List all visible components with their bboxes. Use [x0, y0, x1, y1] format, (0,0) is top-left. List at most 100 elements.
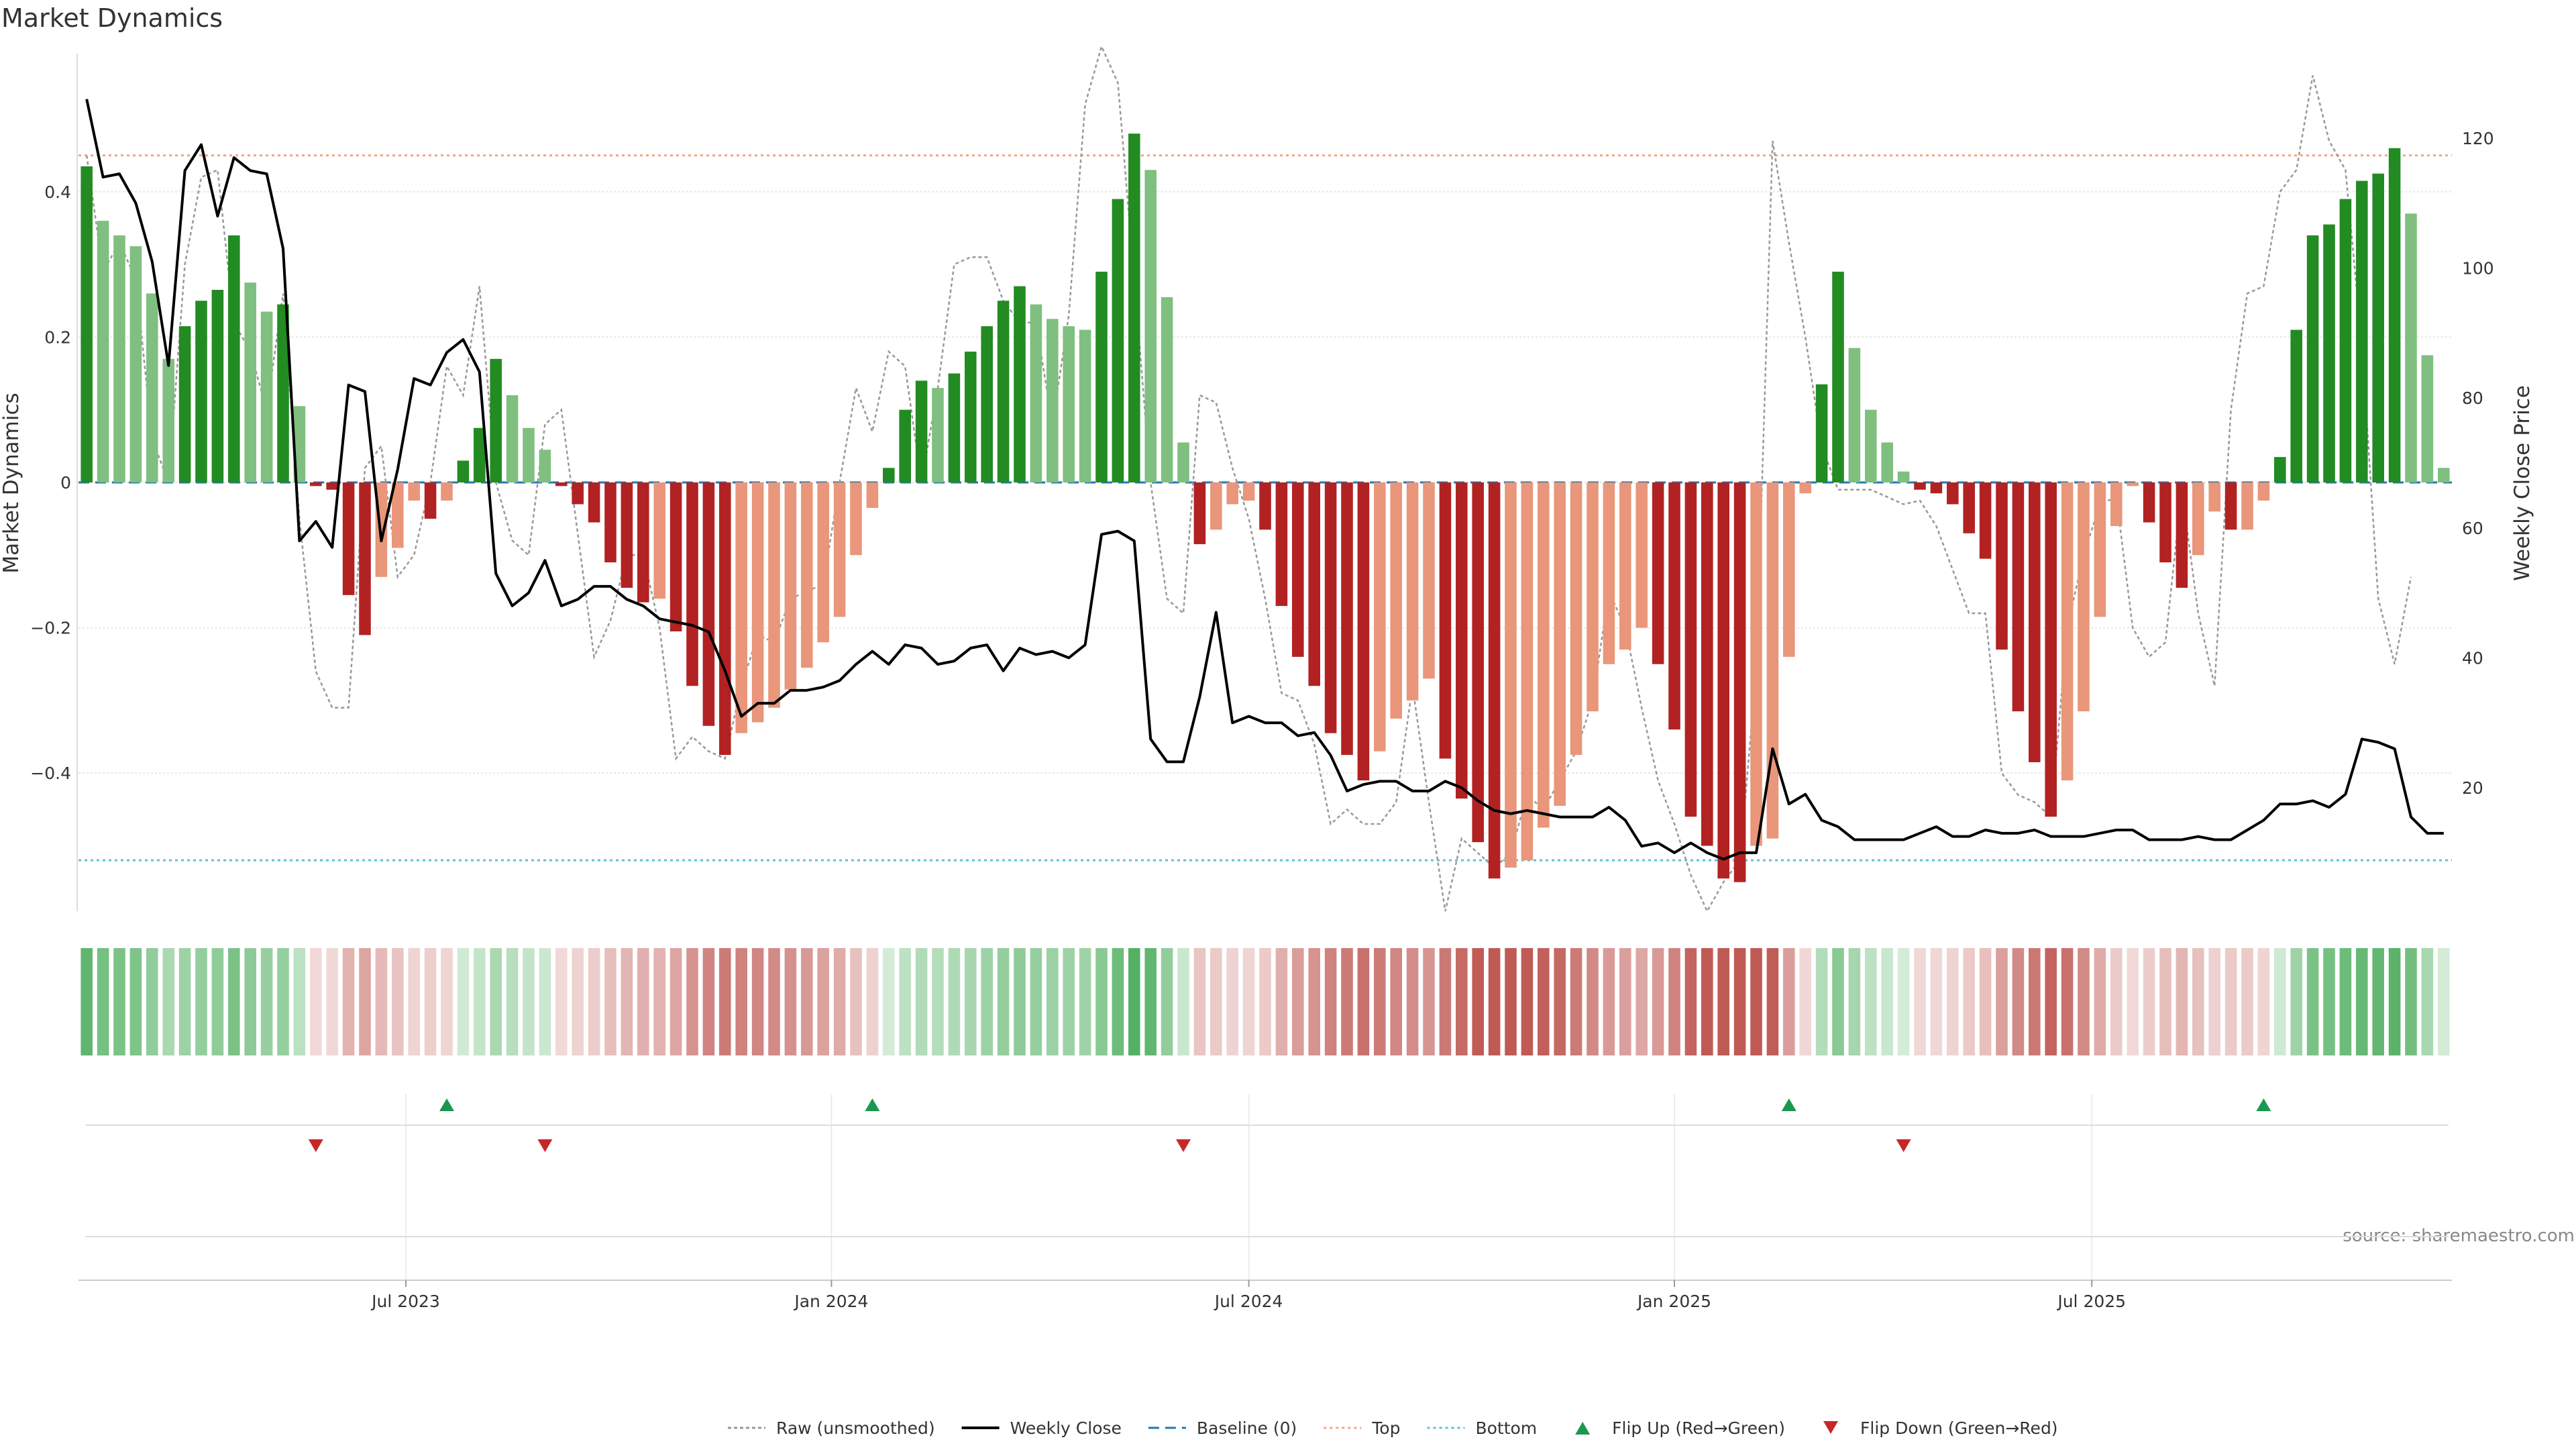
md-bar [2159, 482, 2171, 563]
regime-cell [719, 948, 731, 1055]
regime-cell [702, 948, 715, 1055]
regime-cell [2029, 948, 2041, 1055]
md-bar [2257, 482, 2270, 501]
regime-cell [1161, 948, 1173, 1055]
bar-series [80, 134, 2450, 882]
md-bar [1488, 482, 1501, 879]
regime-cell [735, 948, 747, 1055]
legend-item: Raw (unsmoothed) [728, 1418, 935, 1438]
md-bar [2143, 482, 2155, 523]
md-bar [2323, 224, 2335, 482]
md-bar [523, 427, 535, 482]
y2-tick-label: 20 [2462, 778, 2483, 798]
regime-cell [2094, 948, 2106, 1055]
md-bar [1963, 482, 1975, 533]
md-bar [899, 409, 911, 482]
md-bar [555, 482, 568, 486]
regime-cell [1308, 948, 1320, 1055]
legend: Raw (unsmoothed) Weekly Close Baseline (0)… [728, 1418, 2058, 1438]
flip-down-marker [1176, 1139, 1191, 1152]
y2-tick-label: 120 [2462, 129, 2494, 148]
regime-cell [359, 948, 371, 1055]
regime-cell [490, 948, 502, 1055]
x-axis: Jul 2023 Jan 2024 Jul 2024 Jan 2025 Jul 2025 [78, 1280, 2452, 1311]
regime-cell [2438, 948, 2450, 1055]
regime-cell [195, 948, 207, 1055]
flip-up-marker [439, 1098, 454, 1111]
regime-cell [506, 948, 519, 1055]
regime-cell [1766, 948, 1779, 1055]
regime-cell [572, 948, 584, 1055]
md-bar [1832, 271, 1844, 482]
regime-cell [2061, 948, 2074, 1055]
md-bar [1341, 482, 1353, 756]
md-bar [1095, 271, 1108, 482]
md-bar [2274, 457, 2286, 482]
md-bar [326, 482, 338, 490]
legend-label: Top [1371, 1418, 1400, 1438]
regime-cell [1815, 948, 1828, 1055]
legend-label: Raw (unsmoothed) [776, 1418, 935, 1438]
md-bar [293, 406, 306, 482]
regime-cell [1063, 948, 1075, 1055]
md-bar [981, 326, 993, 482]
x-tick-label: Jul 2023 [370, 1292, 440, 1311]
md-bar [915, 380, 928, 482]
regime-cell [1423, 948, 1435, 1055]
regime-cell [1406, 948, 1419, 1055]
regime-cell [1947, 948, 1959, 1055]
md-bar [1456, 482, 1468, 799]
regime-cell [1914, 948, 1926, 1055]
md-bar [702, 482, 715, 726]
md-bar [97, 221, 109, 482]
regime-cell [899, 948, 911, 1055]
y2-tick-label: 100 [2462, 259, 2494, 278]
legend-item: Top [1324, 1418, 1400, 1438]
md-bar [1210, 482, 1222, 530]
regime-cell [1210, 948, 1222, 1055]
regime-cell [1177, 948, 1189, 1055]
md-bar [637, 482, 649, 603]
md-bar [1848, 348, 1861, 482]
regime-cell [523, 948, 535, 1055]
md-bar [2339, 199, 2352, 482]
md-bar [539, 450, 551, 482]
flip-up-marker [1781, 1098, 1796, 1111]
legend-label: Weekly Close [1010, 1418, 1122, 1438]
md-bar [1733, 482, 1746, 882]
md-bar [2110, 482, 2123, 526]
md-bar [2356, 180, 2368, 482]
regime-cell [1095, 948, 1108, 1055]
md-bar [228, 235, 240, 482]
md-bar [392, 482, 404, 548]
regime-cell [604, 948, 616, 1055]
regime-cell [424, 948, 437, 1055]
md-bar [506, 395, 519, 482]
legend-label: Bottom [1475, 1418, 1537, 1438]
md-bar [1259, 482, 1271, 530]
md-bar [669, 482, 682, 632]
regime-cell [1488, 948, 1501, 1055]
md-bar [2241, 482, 2253, 530]
md-bar [2094, 482, 2106, 617]
regime-cell [555, 948, 568, 1055]
md-bar [2290, 329, 2302, 482]
regime-cell [2110, 948, 2123, 1055]
regime-cell [1439, 948, 1452, 1055]
md-bar [1521, 482, 1534, 861]
md-bar [1324, 482, 1337, 733]
regime-cell [539, 948, 551, 1055]
md-bar [2176, 482, 2188, 588]
md-bar [1701, 482, 1713, 846]
close-series [85, 99, 2444, 861]
regime-cell [1456, 948, 1468, 1055]
md-bar [1128, 134, 1140, 482]
regime-cell [1897, 948, 1910, 1055]
regime-cell [1684, 948, 1697, 1055]
y-axis-title: Market Dynamics [0, 393, 23, 573]
md-bar [1684, 482, 1697, 817]
regime-cell [2372, 948, 2384, 1055]
regime-cell [948, 948, 961, 1055]
regime-cell [1538, 948, 1550, 1055]
